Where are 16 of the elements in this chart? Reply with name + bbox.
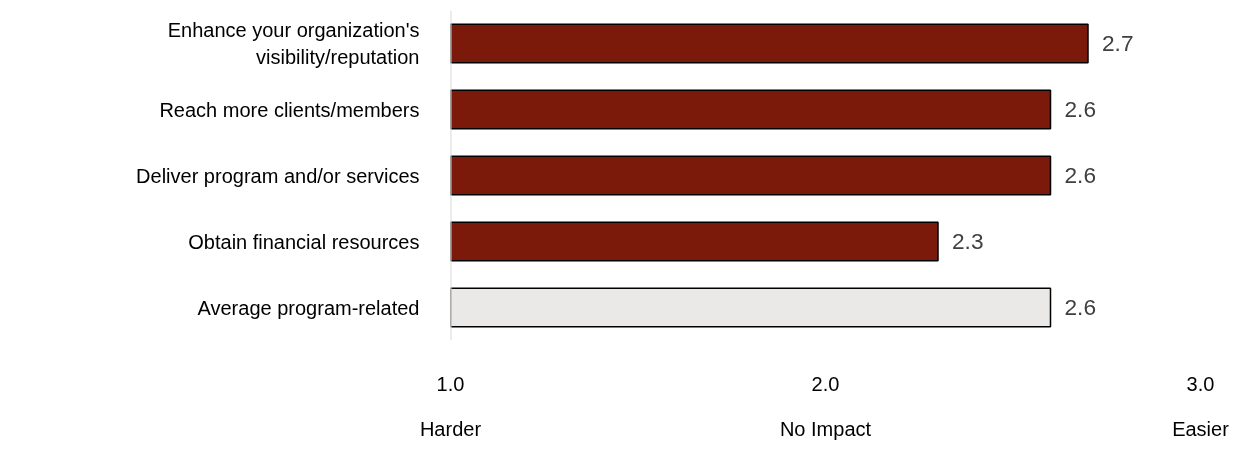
text: No Impact (779, 417, 872, 440)
data-label: 2.7 (1102, 30, 1134, 56)
data-label: 2.3 (952, 228, 984, 254)
x-tick-label: 1.0 (436, 372, 465, 395)
data-label: 2.6 (1064, 162, 1096, 188)
text: Easier (1172, 417, 1230, 440)
y-tick-label: Average program-related (197, 296, 420, 319)
y-tick-label: Deliver program and/or services (136, 164, 420, 187)
x-tick-label: 2.0 (811, 372, 840, 395)
data-label: 2.6 (1064, 96, 1096, 122)
x-tick-label: 3.0 (1186, 372, 1215, 395)
y-tick-label: Reach more clients/members (159, 98, 420, 121)
y-tick-label: Obtain financial resources (188, 230, 420, 253)
data-label: 2.6 (1064, 294, 1096, 320)
text: Harder (419, 417, 482, 440)
y-tick-label: Enhance your organization's visibility/reputation (167, 19, 420, 68)
